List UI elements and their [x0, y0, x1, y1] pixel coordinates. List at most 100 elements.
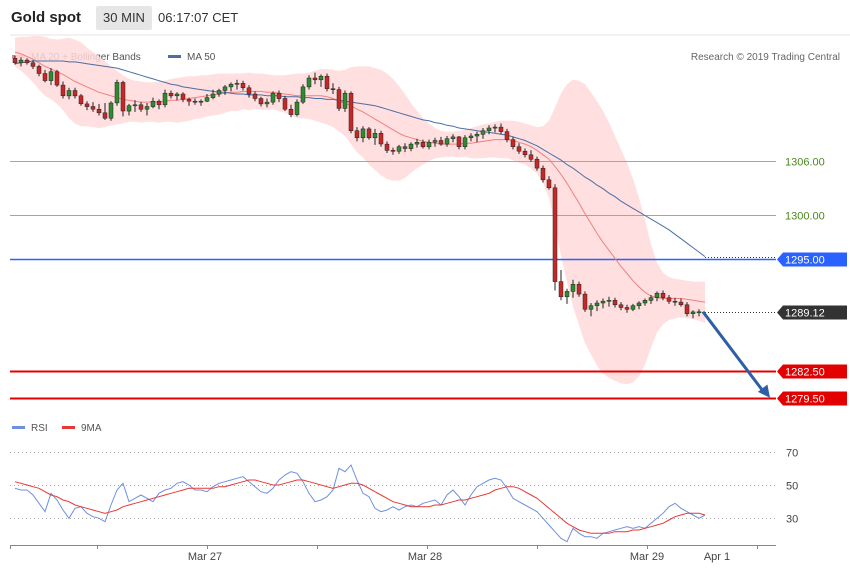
last-price-label-bg: [777, 305, 847, 320]
candle-body: [270, 92, 276, 103]
candle-body: [306, 77, 312, 88]
resistance-label-0: 1306.00: [785, 157, 825, 169]
credit-text: Research © 2019 Trading Central: [690, 52, 840, 63]
candle-body: [138, 104, 144, 110]
candle-body: [414, 142, 420, 145]
support-label-bg-3: [777, 364, 847, 379]
candle-body: [570, 284, 576, 292]
timeframe-button[interactable]: 30 MIN: [96, 6, 152, 30]
candle-body: [540, 167, 546, 181]
candle-body: [198, 100, 204, 103]
pivot-label: 1295.00: [785, 255, 825, 267]
price-levels: 1306.00 1300.00 1295.00 1282.50 1279.50: [10, 157, 847, 406]
candle-body: [126, 105, 132, 112]
candle-body: [564, 291, 570, 298]
candle-body: [324, 75, 330, 89]
candle-body: [474, 133, 480, 137]
candle-body: [228, 83, 234, 88]
candle-body: [36, 66, 42, 74]
candle-body: [156, 100, 162, 106]
candle-body: [90, 106, 96, 110]
candle-body: [162, 92, 168, 106]
candle-body: [468, 135, 474, 139]
candle-body: [672, 300, 678, 303]
rsi-tick-70: 70: [786, 448, 798, 460]
candle-body: [636, 302, 642, 306]
candle-body: [498, 126, 504, 132]
legend-ma50: MA 50: [168, 52, 215, 63]
candle-body: [606, 300, 612, 302]
candle-body: [402, 146, 408, 149]
resistance-label-1: 1300.00: [785, 211, 825, 223]
candle-body: [318, 75, 324, 81]
candle-body: [222, 86, 228, 91]
candle-body: [444, 138, 450, 145]
candle-body: [342, 92, 348, 109]
candle-body: [390, 150, 396, 152]
candle-body: [312, 77, 318, 81]
candle-body: [486, 127, 492, 131]
candle-body: [534, 158, 540, 169]
bollinger-band-area: [15, 36, 705, 385]
support-label-bg-4: [777, 391, 847, 406]
candle-body: [684, 304, 690, 314]
candle-body: [612, 300, 618, 306]
candle-body: [120, 82, 126, 112]
x-tick-label-0: Mar 27: [188, 551, 222, 563]
candle-body: [12, 58, 18, 64]
timestamp: 06:17:07 CET: [158, 10, 239, 25]
candle-body: [78, 95, 84, 105]
candle-body: [252, 93, 258, 99]
candle-body: [426, 142, 432, 148]
legend-ma50-label: MA 50: [187, 52, 216, 63]
candle-body: [234, 83, 240, 85]
candle-body: [360, 128, 366, 139]
candle-body: [174, 93, 180, 97]
candle-body: [240, 83, 246, 89]
bollinger-bands: [15, 36, 705, 385]
ma50-line: [14, 60, 706, 258]
candle-body: [438, 140, 444, 145]
candle-body: [300, 86, 306, 103]
candle-body: [618, 304, 624, 308]
candle-body: [504, 131, 510, 140]
candle-body: [108, 102, 114, 119]
rsi-tick-50: 50: [786, 481, 798, 493]
candle-body: [294, 101, 300, 115]
rsi-9ma-line: [14, 479, 706, 534]
candle-body: [354, 130, 360, 139]
candle-body: [696, 311, 702, 314]
candle-body: [24, 59, 30, 64]
legend-9ma-label: 9MA: [81, 423, 102, 434]
projection-arrow-head: [757, 384, 770, 398]
symbol-title: Gold spot: [11, 9, 81, 26]
candle-body: [168, 92, 174, 97]
x-tick-label-1: Mar 28: [408, 551, 442, 563]
candle-body: [114, 82, 120, 104]
candle-body: [84, 103, 90, 107]
projection: 1289.12: [701, 305, 847, 398]
candle-body: [450, 136, 456, 139]
candle-body: [654, 292, 660, 298]
candle-body: [72, 90, 78, 97]
candle-body: [516, 146, 522, 152]
candle-body: [588, 305, 594, 310]
candle-body: [186, 99, 192, 102]
candle-body: [330, 88, 336, 90]
candle-body: [246, 87, 252, 95]
x-axis: Mar 27 Mar 28 Mar 29 Apr 1: [10, 545, 776, 563]
candle-body: [690, 311, 696, 314]
rsi-panel: 30 50 70: [10, 448, 798, 543]
header-bar: Gold spot 30 MIN 06:17:07 CET: [0, 0, 850, 36]
legend-9ma-swatch: [62, 425, 75, 429]
candle-body: [102, 112, 108, 119]
ma20-line: [14, 51, 706, 303]
candle-body: [582, 293, 588, 310]
candle-body: [552, 187, 558, 282]
candle-body: [60, 84, 66, 97]
candle-body: [48, 71, 54, 81]
candle-body: [396, 146, 402, 152]
candle-body: [288, 108, 294, 115]
candle-body: [54, 71, 60, 86]
